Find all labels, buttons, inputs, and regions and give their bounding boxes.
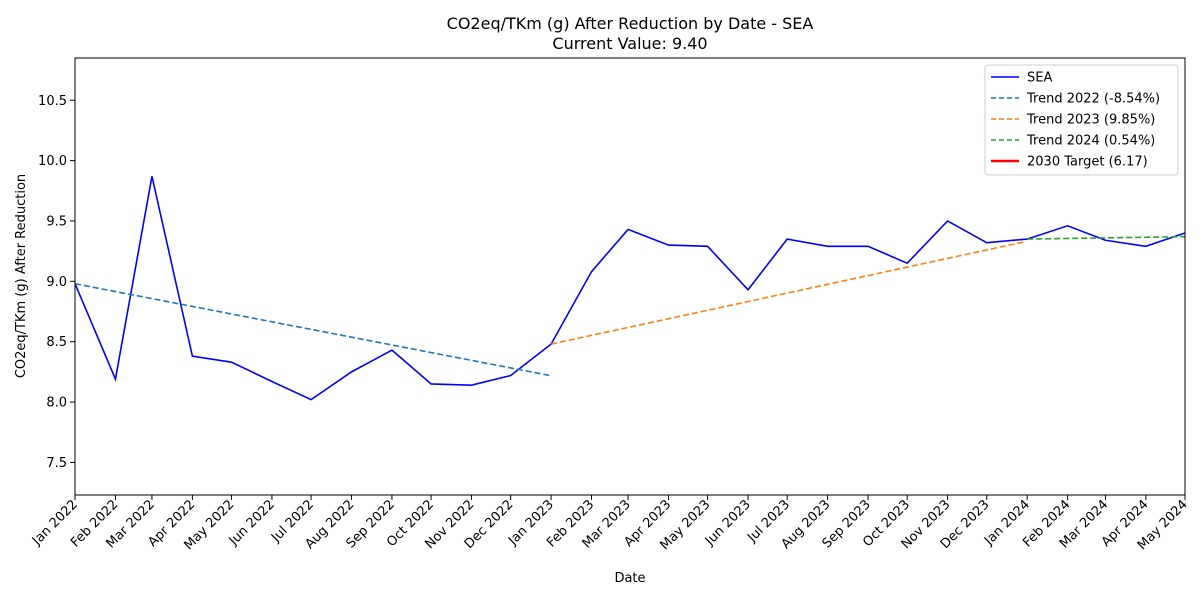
chart-subtitle: Current Value: 9.40: [552, 34, 707, 53]
series-line-trend-1: [74, 282, 550, 377]
y-tick-label: 8.5: [46, 335, 67, 350]
y-tick-label: 10.0: [38, 154, 67, 169]
legend-label: 2030 Target (6.17): [1027, 155, 1148, 170]
plot-area: [74, 176, 1186, 401]
y-axis-label: CO2eq/TKm (g) After Reduction: [14, 174, 29, 378]
legend-box: [984, 64, 1179, 176]
series-line-trend-3: [1027, 235, 1186, 240]
legend-label: Trend 2024 (0.54%): [1026, 134, 1155, 149]
legend-label: SEA: [1027, 71, 1052, 86]
legend-label: Trend 2022 (-8.54%): [1026, 92, 1160, 107]
y-tick-label: 10.5: [38, 94, 67, 109]
x-axis-label: Date: [614, 571, 645, 586]
series-line-trend-2: [550, 240, 1027, 345]
y-tick-label: 9.5: [46, 214, 67, 229]
legend-label: Trend 2023 (9.85%): [1026, 113, 1155, 128]
y-tick-label: 8.0: [46, 396, 67, 411]
y-tick-label: 7.5: [46, 456, 67, 471]
plot-frame: [74, 57, 1186, 496]
legend: SEA Trend 2022 (-8.54%) Trend 2023 (9.85%)…: [984, 64, 1179, 176]
chart-title: CO2eq/TKm (g) After Reduction by Date - …: [447, 14, 814, 33]
series-line-sea: [74, 176, 1186, 401]
y-tick-label: 9.0: [46, 275, 67, 290]
